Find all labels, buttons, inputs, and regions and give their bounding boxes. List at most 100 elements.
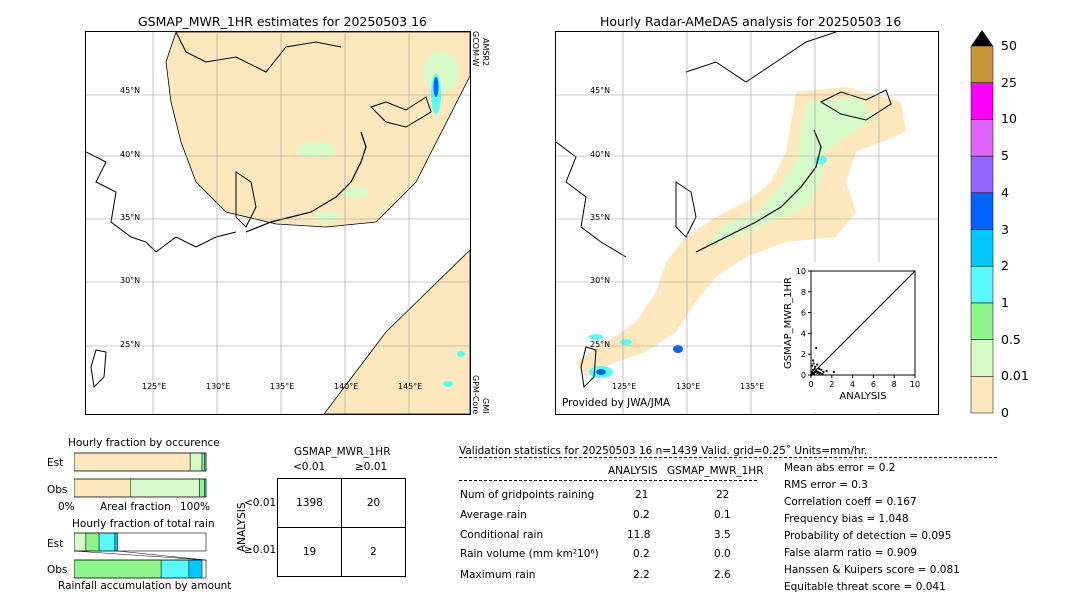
coastline-taiwan bbox=[90, 349, 107, 389]
rain-patch bbox=[296, 142, 336, 158]
score-line: False alarm ratio = 0.909 bbox=[784, 547, 917, 559]
score-line: Probability of detection = 0.095 bbox=[784, 530, 952, 542]
score-line: Hanssen & Kuipers score = 0.081 bbox=[784, 564, 960, 576]
contingency-col-1: <0.01 bbox=[293, 461, 326, 473]
colorbar-segment bbox=[970, 265, 994, 304]
colorbar-tick-label: 50 bbox=[1001, 38, 1017, 53]
rain-patch bbox=[423, 52, 459, 92]
contingency-cell: 20 bbox=[341, 478, 406, 528]
scatter-ylabel: GSMAP_MWR_1HR bbox=[783, 277, 794, 369]
scatter-point bbox=[814, 370, 817, 373]
colorbar-segment bbox=[970, 376, 994, 414]
sat-label-top-1: GCOM-W bbox=[471, 31, 480, 67]
scatter-point bbox=[812, 362, 815, 365]
validation-table-rule bbox=[459, 480, 757, 481]
coastline-north bbox=[685, 32, 837, 83]
colorbar-tick-label: 2 bbox=[1001, 258, 1009, 274]
scatter-point bbox=[818, 367, 821, 370]
colorbar-tick-label: 0.5 bbox=[1001, 331, 1021, 347]
rain-patch bbox=[596, 369, 606, 375]
scatter-point bbox=[814, 365, 817, 368]
colorbar-segment bbox=[970, 155, 994, 194]
scatter-point bbox=[810, 364, 814, 367]
fraction-bar-outline bbox=[74, 532, 207, 552]
coastline-hokkaido bbox=[370, 96, 432, 128]
rain-patch bbox=[443, 381, 453, 387]
colorbar-tick-label: 3 bbox=[1001, 221, 1009, 237]
scatter-x-tick-label: 8 bbox=[892, 380, 897, 389]
contingency-table: 1398 20 19 2 bbox=[277, 478, 406, 577]
rain-patch bbox=[589, 334, 603, 340]
fraction-bar-segment bbox=[74, 532, 87, 552]
stat-analysis: 0.2 bbox=[633, 509, 650, 521]
lon-label: 145°E bbox=[398, 382, 423, 391]
lat-label: 25°N bbox=[120, 340, 141, 349]
lat-label: 45°N bbox=[590, 86, 611, 95]
coastline-korea bbox=[675, 181, 697, 238]
fraction-bar-segment bbox=[199, 478, 205, 498]
lon-label: 125°E bbox=[612, 382, 637, 391]
colorbar bbox=[970, 30, 994, 414]
score-line: Frequency bias = 1.048 bbox=[784, 513, 909, 525]
scatter-point bbox=[818, 372, 821, 376]
fraction-bar-segment bbox=[160, 559, 190, 579]
lat-label: 40°N bbox=[120, 150, 141, 159]
scatter-point bbox=[811, 359, 815, 362]
colorbar-tick-label: 0.01 bbox=[1001, 368, 1029, 384]
coastline-korea bbox=[235, 171, 257, 228]
scatter-x-tick-label: 0 bbox=[808, 380, 813, 389]
sat-label-bottom-1: GPM-Core bbox=[471, 375, 480, 415]
colorbar-segment bbox=[970, 192, 994, 230]
validation-col-analysis: ANALYSIS bbox=[608, 465, 658, 477]
colorbar-segment bbox=[970, 82, 994, 120]
stat-label: Conditional rain bbox=[460, 529, 544, 541]
fraction-bar-outline bbox=[74, 478, 207, 498]
credit-text: Provided by JWA/JMA bbox=[562, 397, 671, 409]
scatter-y-tick-label: 2 bbox=[801, 350, 806, 359]
left-map: 45°N 40°N 35°N 30°N 25°N 125°E 130°E 135… bbox=[85, 31, 471, 415]
lon-label: 130°E bbox=[676, 382, 701, 391]
scatter-point bbox=[813, 367, 816, 370]
left-map-title: GSMAP_MWR_1HR estimates for 20250503 16 bbox=[138, 14, 427, 29]
stat-label: Maximum rain bbox=[460, 569, 536, 581]
scatter-y-tick-label: 0 bbox=[801, 371, 806, 380]
stat-analysis: 2.2 bbox=[633, 569, 650, 581]
lon-label: 125°E bbox=[142, 382, 167, 391]
occurrence-obs-label: Obs bbox=[47, 484, 68, 496]
scatter-point bbox=[815, 346, 818, 350]
stat-gsmap: 0.0 bbox=[714, 548, 731, 560]
validation-col-gsmap: GSMAP_MWR_1HR bbox=[667, 465, 764, 477]
scatter-point bbox=[816, 371, 819, 375]
rain-patch bbox=[620, 339, 632, 345]
lat-label: 35°N bbox=[120, 213, 141, 222]
left-map-rain-area bbox=[165, 32, 470, 228]
coastline-hokkaido bbox=[819, 89, 892, 121]
occurrence-xlabel: Areal fraction bbox=[100, 501, 171, 513]
contingency-cell: 2 bbox=[341, 527, 406, 577]
contingency-row-1: <0.01 bbox=[244, 497, 277, 509]
fraction-bar-segment bbox=[114, 532, 118, 552]
fraction-bar-segment bbox=[74, 478, 132, 498]
scatter-point bbox=[811, 373, 814, 376]
rainfall-xlabel: Rainfall accumulation by amount bbox=[58, 580, 232, 592]
score-line: Equitable threat score = 0.041 bbox=[784, 581, 946, 593]
rain-patch bbox=[342, 186, 370, 198]
fraction-bar-segment bbox=[74, 559, 162, 579]
occurrence-title: Hourly fraction by occurence bbox=[68, 437, 220, 449]
lon-label: 140°E bbox=[334, 382, 359, 391]
colorbar-segment bbox=[970, 229, 994, 267]
sat-label-bottom-2: GMI bbox=[481, 398, 490, 414]
contingency-cell: 19 bbox=[277, 527, 342, 577]
scatter-point bbox=[822, 370, 825, 373]
stat-label: Average rain bbox=[460, 509, 527, 521]
fraction-bar-segment bbox=[74, 452, 191, 472]
scatter-y-tick-label: 6 bbox=[801, 309, 806, 318]
lat-label: 25°N bbox=[590, 340, 611, 349]
stat-analysis: 11.8 bbox=[627, 529, 651, 541]
colorbar-extend-arrow bbox=[971, 30, 993, 46]
colorbar-tick-label: 25 bbox=[1001, 74, 1017, 90]
rainfall-est-label: Est bbox=[47, 538, 64, 550]
rain-patch bbox=[433, 77, 439, 97]
score-line: RMS error = 0.3 bbox=[784, 479, 868, 491]
colorbar-tick-label: 4 bbox=[1001, 184, 1009, 200]
